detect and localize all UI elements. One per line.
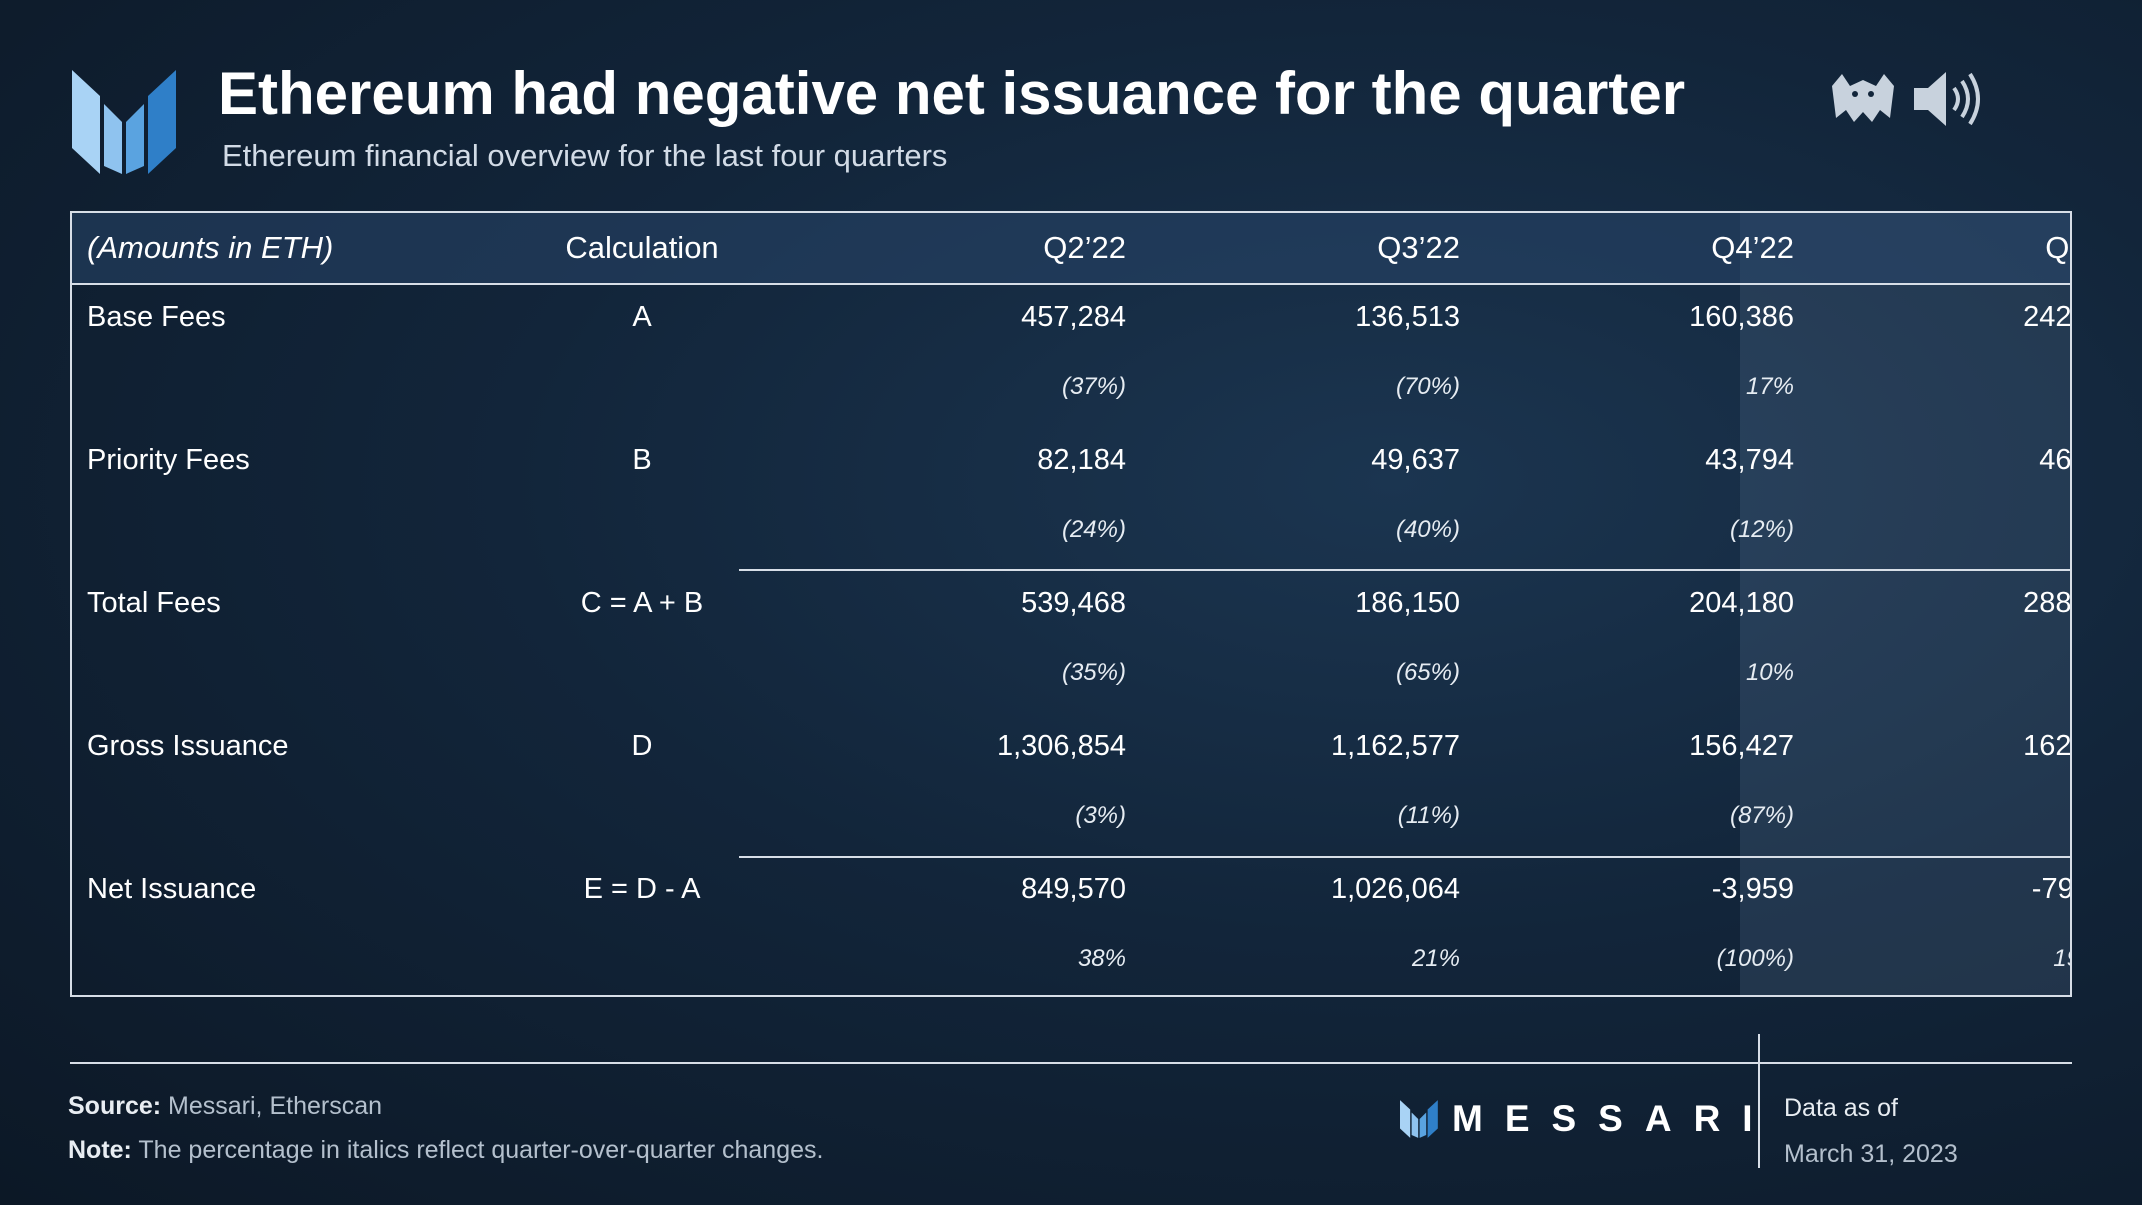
divider-total-fees — [739, 569, 2070, 571]
row-label: Base Fees — [87, 301, 226, 333]
source-note: Source: Messari, Etherscan — [68, 1092, 382, 1121]
table-cell-change: 41% — [1774, 655, 2070, 691]
table-cell-value: 82,184 — [1037, 444, 1126, 476]
header-q3-22: Q3’22 — [1377, 230, 1460, 265]
table-cell-change: 51% — [1774, 369, 2070, 405]
table-cell-value: 156,427 — [1689, 730, 1794, 762]
table-cell-value: 1,162,577 — [1330, 730, 1460, 762]
note-label: Note: — [68, 1136, 132, 1164]
table-cell-value: 1,026,064 — [1330, 873, 1460, 905]
table-cell-value: 162,791 — [2023, 730, 2072, 762]
header-q1-23: Q1’23 — [2045, 230, 2070, 265]
table-cell-change: (70%) — [1395, 373, 1460, 400]
table-cell-value: 457,284 — [1021, 301, 1126, 333]
source-label: Source: — [68, 1092, 162, 1120]
table-cell-change: (35%) — [1061, 659, 1126, 686]
highlighted-column-q1-23 — [1740, 213, 2070, 995]
table-cell-value: 1,306,854 — [996, 730, 1126, 762]
row-calculation: C = A + B — [580, 587, 704, 619]
header-calculation: Calculation — [565, 230, 719, 265]
messari-wordmark: MESSARI — [1452, 1098, 1775, 1139]
footer-divider — [70, 1062, 2072, 1064]
table-cell-change: 38% — [1077, 945, 1126, 972]
row-calculation: B — [632, 444, 652, 476]
table-cell-value: 539,468 — [1021, 587, 1126, 619]
table-cell-value: 46,042 — [2039, 444, 2072, 476]
table-cell-value: 160,386 — [1689, 301, 1794, 333]
table-cell-change: (24%) — [1061, 516, 1126, 543]
table-cell-value: -3,959 — [1711, 873, 1794, 905]
row-label: Gross Issuance — [87, 730, 289, 762]
table-cell-value: 43,794 — [1705, 444, 1794, 476]
table-cell-value: 204,180 — [1689, 587, 1794, 619]
row-calculation: E = D - A — [583, 873, 701, 905]
table-cell-change: (87%) — [1729, 802, 1794, 829]
row-calculation: A — [632, 301, 652, 333]
table-cell-change: (40%) — [1395, 516, 1460, 543]
table-cell-value: 849,570 — [1021, 873, 1126, 905]
data-as-of-date: March 31, 2023 — [1784, 1140, 1958, 1168]
header-amounts: (Amounts in ETH) — [87, 230, 334, 265]
header-q2-22: Q2’22 — [1043, 230, 1126, 265]
header-q4-22: Q4’22 — [1711, 230, 1794, 265]
table-cell-change: 5% — [1774, 512, 2070, 548]
table-cell-change: 10% — [1745, 659, 1794, 686]
row-calculation: D — [631, 730, 653, 762]
row-label: Total Fees — [87, 587, 221, 619]
table-cell-change: (65%) — [1395, 659, 1460, 686]
table-cell-value: 242,001 — [2023, 301, 2072, 333]
table-cell-change: 21% — [1411, 945, 1460, 972]
table-cell-value: 49,637 — [1371, 444, 1460, 476]
table-cell-change: (100%) — [1716, 945, 1794, 972]
page-subtitle: Ethereum financial overview for the last… — [222, 138, 948, 173]
table-cell-value: 288,044 — [2023, 587, 2072, 619]
table-cell-change: 4% — [1774, 798, 2070, 834]
messari-brand-icon — [1400, 1100, 1438, 1138]
footnote: Note: The percentage in italics reflect … — [68, 1136, 823, 1165]
row-label: Priority Fees — [87, 444, 250, 476]
table-cell-change: 1901% — [2053, 945, 2070, 972]
messari-logo-icon — [72, 70, 176, 174]
table-cell-value: -79,211 — [2031, 873, 2072, 905]
page-title: Ethereum had negative net issuance for t… — [218, 60, 1686, 127]
divider-net-issuance — [739, 856, 2070, 858]
note-text: The percentage in italics reflect quarte… — [138, 1136, 824, 1164]
table-cell-change: 17% — [1745, 373, 1794, 400]
data-as-of-label: Data as of — [1784, 1094, 1898, 1122]
source-text: Messari, Etherscan — [168, 1092, 383, 1120]
table-cell-change: (3%) — [1075, 802, 1126, 829]
footer-vertical-divider — [1758, 1034, 1760, 1168]
table-cell-change: (12%) — [1729, 516, 1794, 543]
table-cell-value: 186,150 — [1355, 587, 1460, 619]
bear-icon — [1832, 74, 1894, 122]
financial-table: (Amounts in ETH) Calculation Q2’22 Q3’22… — [70, 211, 2072, 997]
speaker-icon — [1914, 72, 1980, 126]
table-header: (Amounts in ETH) Calculation Q2’22 Q3’22… — [72, 213, 2070, 285]
row-label: Net Issuance — [87, 873, 257, 905]
table-cell-change: (11%) — [1397, 802, 1460, 829]
table-cell-value: 136,513 — [1355, 301, 1460, 333]
table-cell-change: (37%) — [1061, 373, 1126, 400]
